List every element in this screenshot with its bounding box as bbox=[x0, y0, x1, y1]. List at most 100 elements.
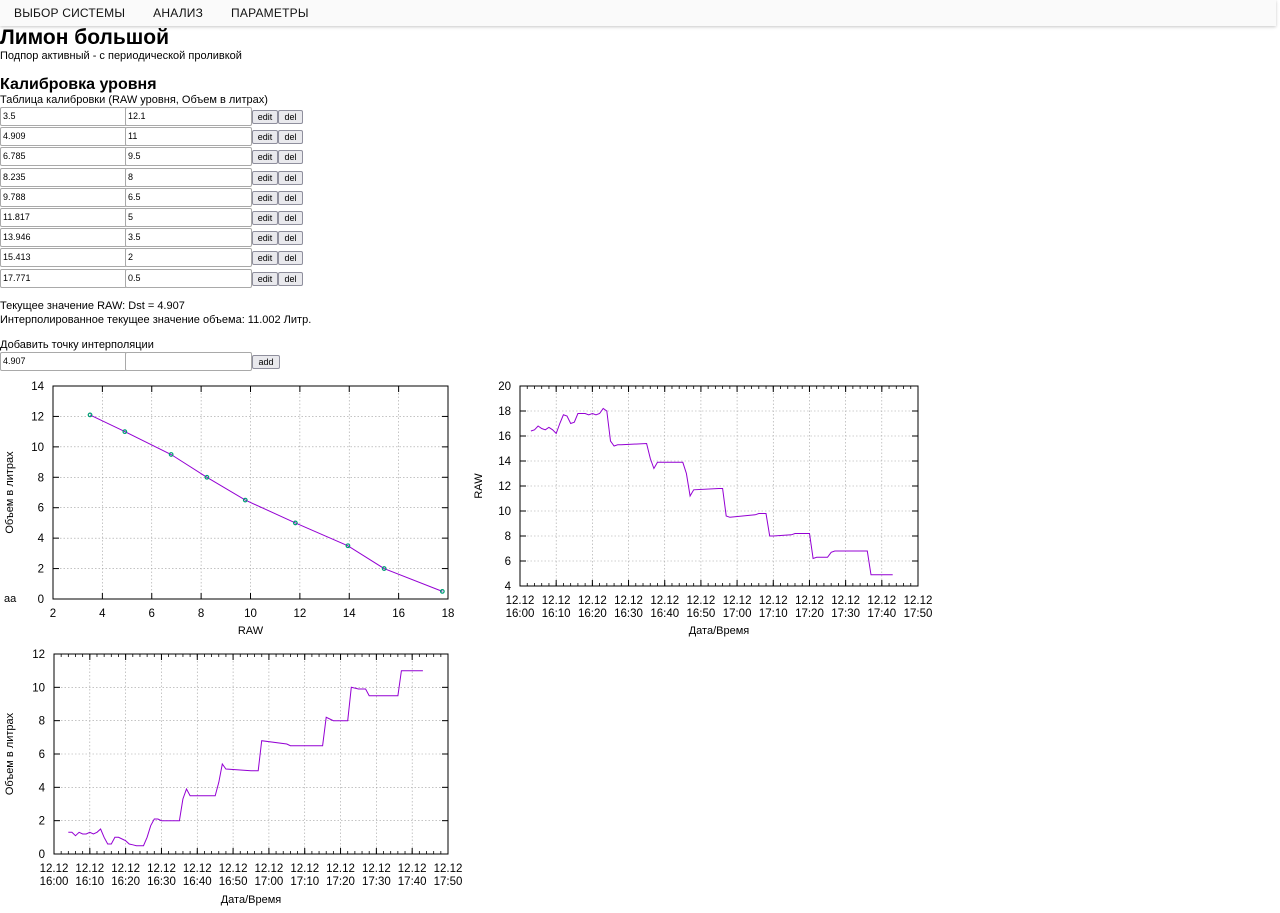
y-tick-label: 0 bbox=[38, 594, 44, 606]
y-tick-label: 10 bbox=[32, 682, 45, 694]
x-tick-label: 12.12 bbox=[326, 863, 355, 875]
raw-value-input[interactable]: 15.413 bbox=[0, 248, 127, 268]
delete-button[interactable]: del bbox=[278, 271, 303, 286]
delete-button[interactable]: del bbox=[278, 150, 303, 165]
series-line bbox=[89, 414, 443, 592]
x-tick-label: 16:50 bbox=[687, 608, 716, 620]
y-tick-label: 6 bbox=[39, 749, 45, 761]
x-tick-label: 17:00 bbox=[255, 876, 284, 888]
x-tick-label: 12.12 bbox=[506, 595, 535, 607]
x-tick-label: 17:50 bbox=[904, 608, 933, 620]
x-tick-label: 14 bbox=[343, 608, 356, 620]
add-point-button[interactable]: add bbox=[252, 355, 280, 369]
y-tick-label: 12 bbox=[498, 481, 511, 493]
page-subtitle: Подпор активный - с периодической пролив… bbox=[0, 50, 242, 62]
series-line bbox=[530, 407, 893, 576]
x-tick-label: 4 bbox=[99, 608, 106, 620]
raw-value-input[interactable]: 4.909 bbox=[0, 127, 127, 147]
x-tick-label: 12.12 bbox=[831, 595, 860, 607]
edit-button[interactable]: edit bbox=[252, 110, 278, 124]
delete-button[interactable]: del bbox=[278, 231, 303, 246]
raw-value-input[interactable]: 8.235 bbox=[0, 167, 127, 187]
add-point-caption: Добавить точку интерполяции bbox=[0, 339, 154, 351]
x-tick-label: 2 bbox=[50, 608, 56, 620]
delete-button[interactable]: del bbox=[278, 170, 303, 185]
edit-button[interactable]: edit bbox=[252, 231, 278, 246]
raw-value-input[interactable]: 11.817 bbox=[0, 207, 127, 227]
nav-select-system[interactable]: ВЫБОР СИСТЕМЫ bbox=[14, 6, 126, 20]
data-point bbox=[242, 497, 248, 503]
edit-button[interactable]: edit bbox=[252, 170, 278, 185]
delete-button[interactable]: del bbox=[278, 110, 303, 124]
volume-value-input[interactable]: 9.5 bbox=[125, 147, 252, 167]
raw-value-input[interactable]: 6.785 bbox=[0, 147, 127, 167]
series-line bbox=[68, 670, 423, 847]
y-tick-label: 8 bbox=[39, 716, 45, 728]
volume-value-input[interactable]: 5 bbox=[125, 207, 252, 227]
x-tick-label: 12.12 bbox=[687, 595, 716, 607]
raw-value-input[interactable]: 17.771 bbox=[0, 268, 127, 288]
y-tick-label: 10 bbox=[31, 442, 44, 454]
delete-button[interactable]: del bbox=[278, 251, 303, 266]
edit-button[interactable]: edit bbox=[252, 130, 278, 145]
x-tick-label: 17:10 bbox=[759, 608, 788, 620]
data-point bbox=[204, 474, 210, 480]
interpolated-volume-value: Интерполированное текущее значение объем… bbox=[0, 314, 312, 326]
volume-value-input[interactable]: 8 bbox=[125, 167, 252, 187]
x-tick-label: 17:30 bbox=[362, 876, 391, 888]
add-volume-input[interactable] bbox=[125, 352, 252, 371]
delete-button[interactable]: del bbox=[278, 210, 303, 225]
edit-button[interactable]: edit bbox=[252, 150, 278, 165]
data-point bbox=[345, 543, 351, 549]
x-tick-label: 12.12 bbox=[362, 863, 391, 875]
volume-value-input[interactable]: 6.5 bbox=[125, 187, 252, 207]
y-axis-label: RAW bbox=[473, 473, 485, 499]
raw-value-input[interactable]: 3.5 bbox=[0, 107, 127, 126]
edit-button[interactable]: edit bbox=[252, 251, 278, 266]
x-tick-label: 16:10 bbox=[75, 876, 104, 888]
y-axis-label: Объем в литрах bbox=[4, 712, 16, 795]
x-tick-label: 12.12 bbox=[614, 595, 643, 607]
volume-value-input[interactable]: 2 bbox=[125, 248, 252, 268]
x-tick-label: 12.12 bbox=[867, 595, 896, 607]
x-tick-label: 12.12 bbox=[290, 863, 319, 875]
x-tick-label: 16:50 bbox=[219, 876, 248, 888]
x-tick-label: 12.12 bbox=[183, 863, 212, 875]
x-tick-label: 16:30 bbox=[614, 608, 643, 620]
x-tick-label: 16:20 bbox=[111, 876, 140, 888]
page-title: Лимон большой bbox=[0, 26, 170, 49]
volume-value-input[interactable]: 3.5 bbox=[125, 228, 252, 248]
x-tick-label: 17:30 bbox=[831, 608, 860, 620]
y-tick-label: 12 bbox=[31, 411, 44, 423]
x-tick-label: 12.12 bbox=[650, 595, 679, 607]
volume-value-input[interactable]: 12.1 bbox=[125, 107, 252, 126]
y-tick-label: 2 bbox=[38, 564, 44, 576]
delete-button[interactable]: del bbox=[278, 130, 303, 145]
data-point bbox=[168, 452, 174, 457]
x-tick-label: 12.12 bbox=[904, 595, 933, 607]
x-tick-label: 12.12 bbox=[723, 595, 752, 607]
edit-button[interactable]: edit bbox=[252, 190, 278, 205]
nav-analysis[interactable]: АНАЛИЗ bbox=[153, 6, 204, 20]
add-raw-input[interactable]: 4.907 bbox=[0, 352, 127, 371]
edit-button[interactable]: edit bbox=[252, 210, 278, 225]
x-tick-label: 12.12 bbox=[40, 863, 69, 875]
raw-value-input[interactable]: 9.788 bbox=[0, 187, 127, 207]
data-point bbox=[122, 429, 128, 435]
top-navigation: ВЫБОР СИСТЕМЫ АНАЛИЗ ПАРАМЕТРЫ bbox=[0, 0, 1276, 26]
delete-button[interactable]: del bbox=[278, 190, 303, 205]
x-tick-label: 16:00 bbox=[40, 876, 69, 888]
volume-value-input[interactable]: 11 bbox=[125, 127, 252, 147]
raw-value-input[interactable]: 13.946 bbox=[0, 228, 127, 248]
edit-button[interactable]: edit bbox=[252, 271, 278, 286]
x-tick-label: 12.12 bbox=[434, 863, 463, 875]
x-tick-label: 16:40 bbox=[650, 608, 679, 620]
y-tick-label: 14 bbox=[498, 456, 511, 468]
x-tick-label: 12.12 bbox=[542, 595, 571, 607]
x-tick-label: 17:40 bbox=[398, 876, 427, 888]
data-point bbox=[87, 412, 93, 418]
nav-parameters[interactable]: ПАРАМЕТРЫ bbox=[231, 6, 309, 20]
volume-value-input[interactable]: 0.5 bbox=[125, 268, 252, 288]
x-tick-label: 12.12 bbox=[578, 595, 607, 607]
